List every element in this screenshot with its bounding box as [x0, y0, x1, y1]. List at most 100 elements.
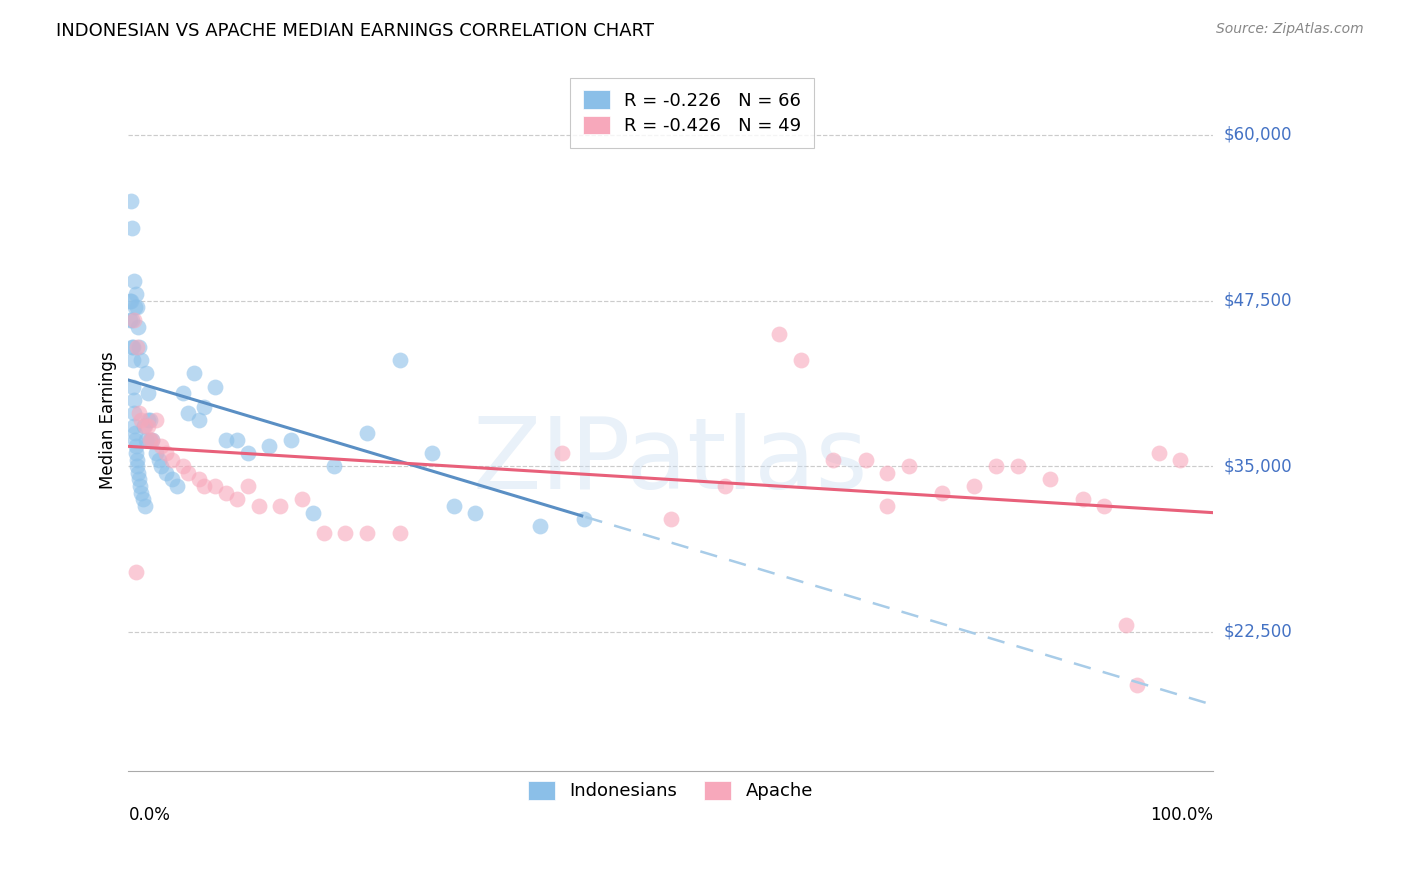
Point: [139, 433, 162, 447]
Text: INDONESIAN VS APACHE MEDIAN EARNINGS CORRELATION CHART: INDONESIAN VS APACHE MEDIAN EARNINGS COR…: [56, 22, 654, 40]
Point: [141, 433, 163, 447]
Point: [136, 419, 159, 434]
Point: [120, 194, 142, 208]
Point: [136, 413, 159, 427]
Point: [128, 473, 150, 487]
Point: [215, 485, 238, 500]
Point: [898, 459, 921, 474]
Point: [128, 340, 150, 354]
Point: [269, 499, 291, 513]
Point: [122, 274, 145, 288]
Point: [225, 433, 247, 447]
Point: [291, 492, 314, 507]
Point: [464, 506, 486, 520]
Point: [659, 512, 682, 526]
Point: [127, 340, 149, 354]
Point: [122, 406, 145, 420]
Point: [150, 459, 173, 474]
Point: [145, 413, 167, 427]
Text: $60,000: $60,000: [1223, 126, 1292, 144]
Point: [121, 220, 143, 235]
Point: [1071, 492, 1094, 507]
Point: [160, 473, 183, 487]
Point: [855, 452, 877, 467]
Point: [125, 286, 148, 301]
Point: [127, 320, 149, 334]
Point: [984, 459, 1007, 474]
Point: [1092, 499, 1115, 513]
Point: [280, 433, 302, 447]
Legend: Indonesians, Apache: Indonesians, Apache: [517, 771, 824, 812]
Point: [160, 452, 183, 467]
Point: [876, 466, 898, 480]
Point: [141, 433, 163, 447]
Point: [823, 452, 845, 467]
Point: [139, 413, 162, 427]
Point: [183, 367, 205, 381]
Point: [931, 485, 953, 500]
Point: [443, 499, 465, 513]
Text: $35,000: $35,000: [1223, 458, 1292, 475]
Point: [166, 479, 188, 493]
Point: [125, 439, 148, 453]
Point: [122, 313, 145, 327]
Point: [118, 313, 141, 327]
Point: [128, 406, 150, 420]
Point: [127, 300, 149, 314]
Point: [714, 479, 737, 493]
Point: [131, 485, 153, 500]
Point: [150, 439, 173, 453]
Point: [204, 380, 226, 394]
Point: [121, 313, 143, 327]
Point: [1168, 452, 1191, 467]
Point: [131, 492, 153, 507]
Point: [1007, 459, 1029, 474]
Point: [187, 413, 209, 427]
Point: [136, 386, 159, 401]
Point: [1115, 618, 1137, 632]
Point: [132, 419, 155, 434]
Point: [301, 506, 323, 520]
Text: ZIPatlas: ZIPatlas: [472, 414, 869, 510]
Point: [134, 419, 156, 434]
Text: Source: ZipAtlas.com: Source: ZipAtlas.com: [1216, 22, 1364, 37]
Point: [177, 466, 200, 480]
Point: [768, 326, 790, 341]
Text: 0.0%: 0.0%: [128, 806, 170, 824]
Point: [963, 479, 986, 493]
Point: [356, 426, 378, 441]
Y-axis label: Median Earnings: Median Earnings: [100, 351, 117, 489]
Point: [121, 353, 143, 368]
Point: [312, 525, 335, 540]
Point: [247, 499, 270, 513]
Point: [122, 419, 145, 434]
Point: [1039, 473, 1062, 487]
Point: [121, 380, 143, 394]
Point: [127, 452, 149, 467]
Point: [215, 433, 238, 447]
Text: $22,500: $22,500: [1223, 623, 1292, 641]
Point: [420, 446, 443, 460]
Point: [131, 353, 153, 368]
Point: [129, 479, 152, 493]
Point: [172, 386, 194, 401]
Point: [1126, 678, 1149, 692]
Point: [236, 479, 259, 493]
Point: [193, 479, 215, 493]
Point: [124, 426, 146, 441]
Point: [172, 459, 194, 474]
Point: [356, 525, 378, 540]
Point: [388, 525, 411, 540]
Point: [204, 479, 226, 493]
Point: [551, 446, 574, 460]
Point: [529, 519, 551, 533]
Point: [124, 300, 146, 314]
Point: [187, 473, 209, 487]
Point: [876, 499, 898, 513]
Point: [335, 525, 357, 540]
Point: [122, 392, 145, 407]
Point: [118, 293, 141, 308]
Point: [323, 459, 346, 474]
Point: [789, 353, 811, 368]
Point: [139, 433, 162, 447]
